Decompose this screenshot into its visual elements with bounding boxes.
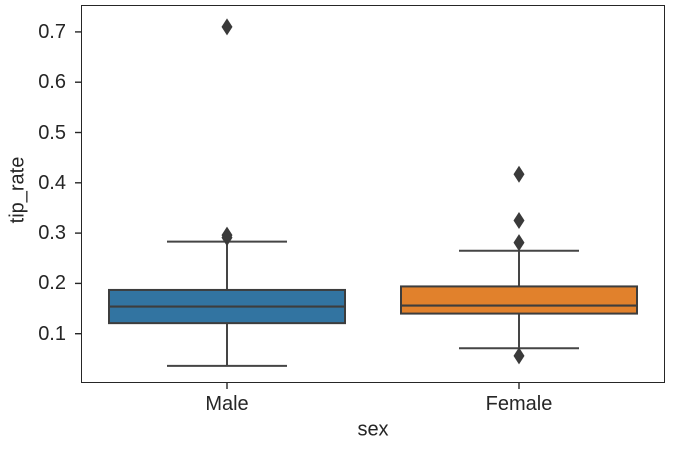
y-tick-label-0.6: 0.6	[38, 71, 66, 94]
y-tick-label-0.2: 0.2	[38, 272, 66, 295]
y-tick-label-0.4: 0.4	[38, 171, 66, 194]
outlier-diamond	[513, 347, 525, 365]
x-axis-label: sex	[357, 418, 389, 441]
outlier-diamond	[513, 234, 525, 252]
y-axis-label: tip_rate	[6, 156, 29, 224]
x-tick-label-male: Male	[205, 393, 249, 415]
box-female	[400, 165, 638, 365]
y-tick-label-0.1: 0.1	[38, 322, 66, 345]
outlier-diamond	[221, 18, 233, 36]
outlier-diamond	[221, 226, 233, 244]
outlier-diamond	[513, 165, 525, 183]
y-tick-label-0.3: 0.3	[38, 222, 66, 245]
box-male	[108, 18, 346, 367]
y-tick-label-0.5: 0.5	[38, 121, 66, 144]
iqr-box	[400, 285, 638, 315]
y-tick-label-0.7: 0.7	[38, 20, 66, 43]
x-tick-label-female: Female	[485, 393, 553, 415]
outlier-diamond	[513, 212, 525, 230]
